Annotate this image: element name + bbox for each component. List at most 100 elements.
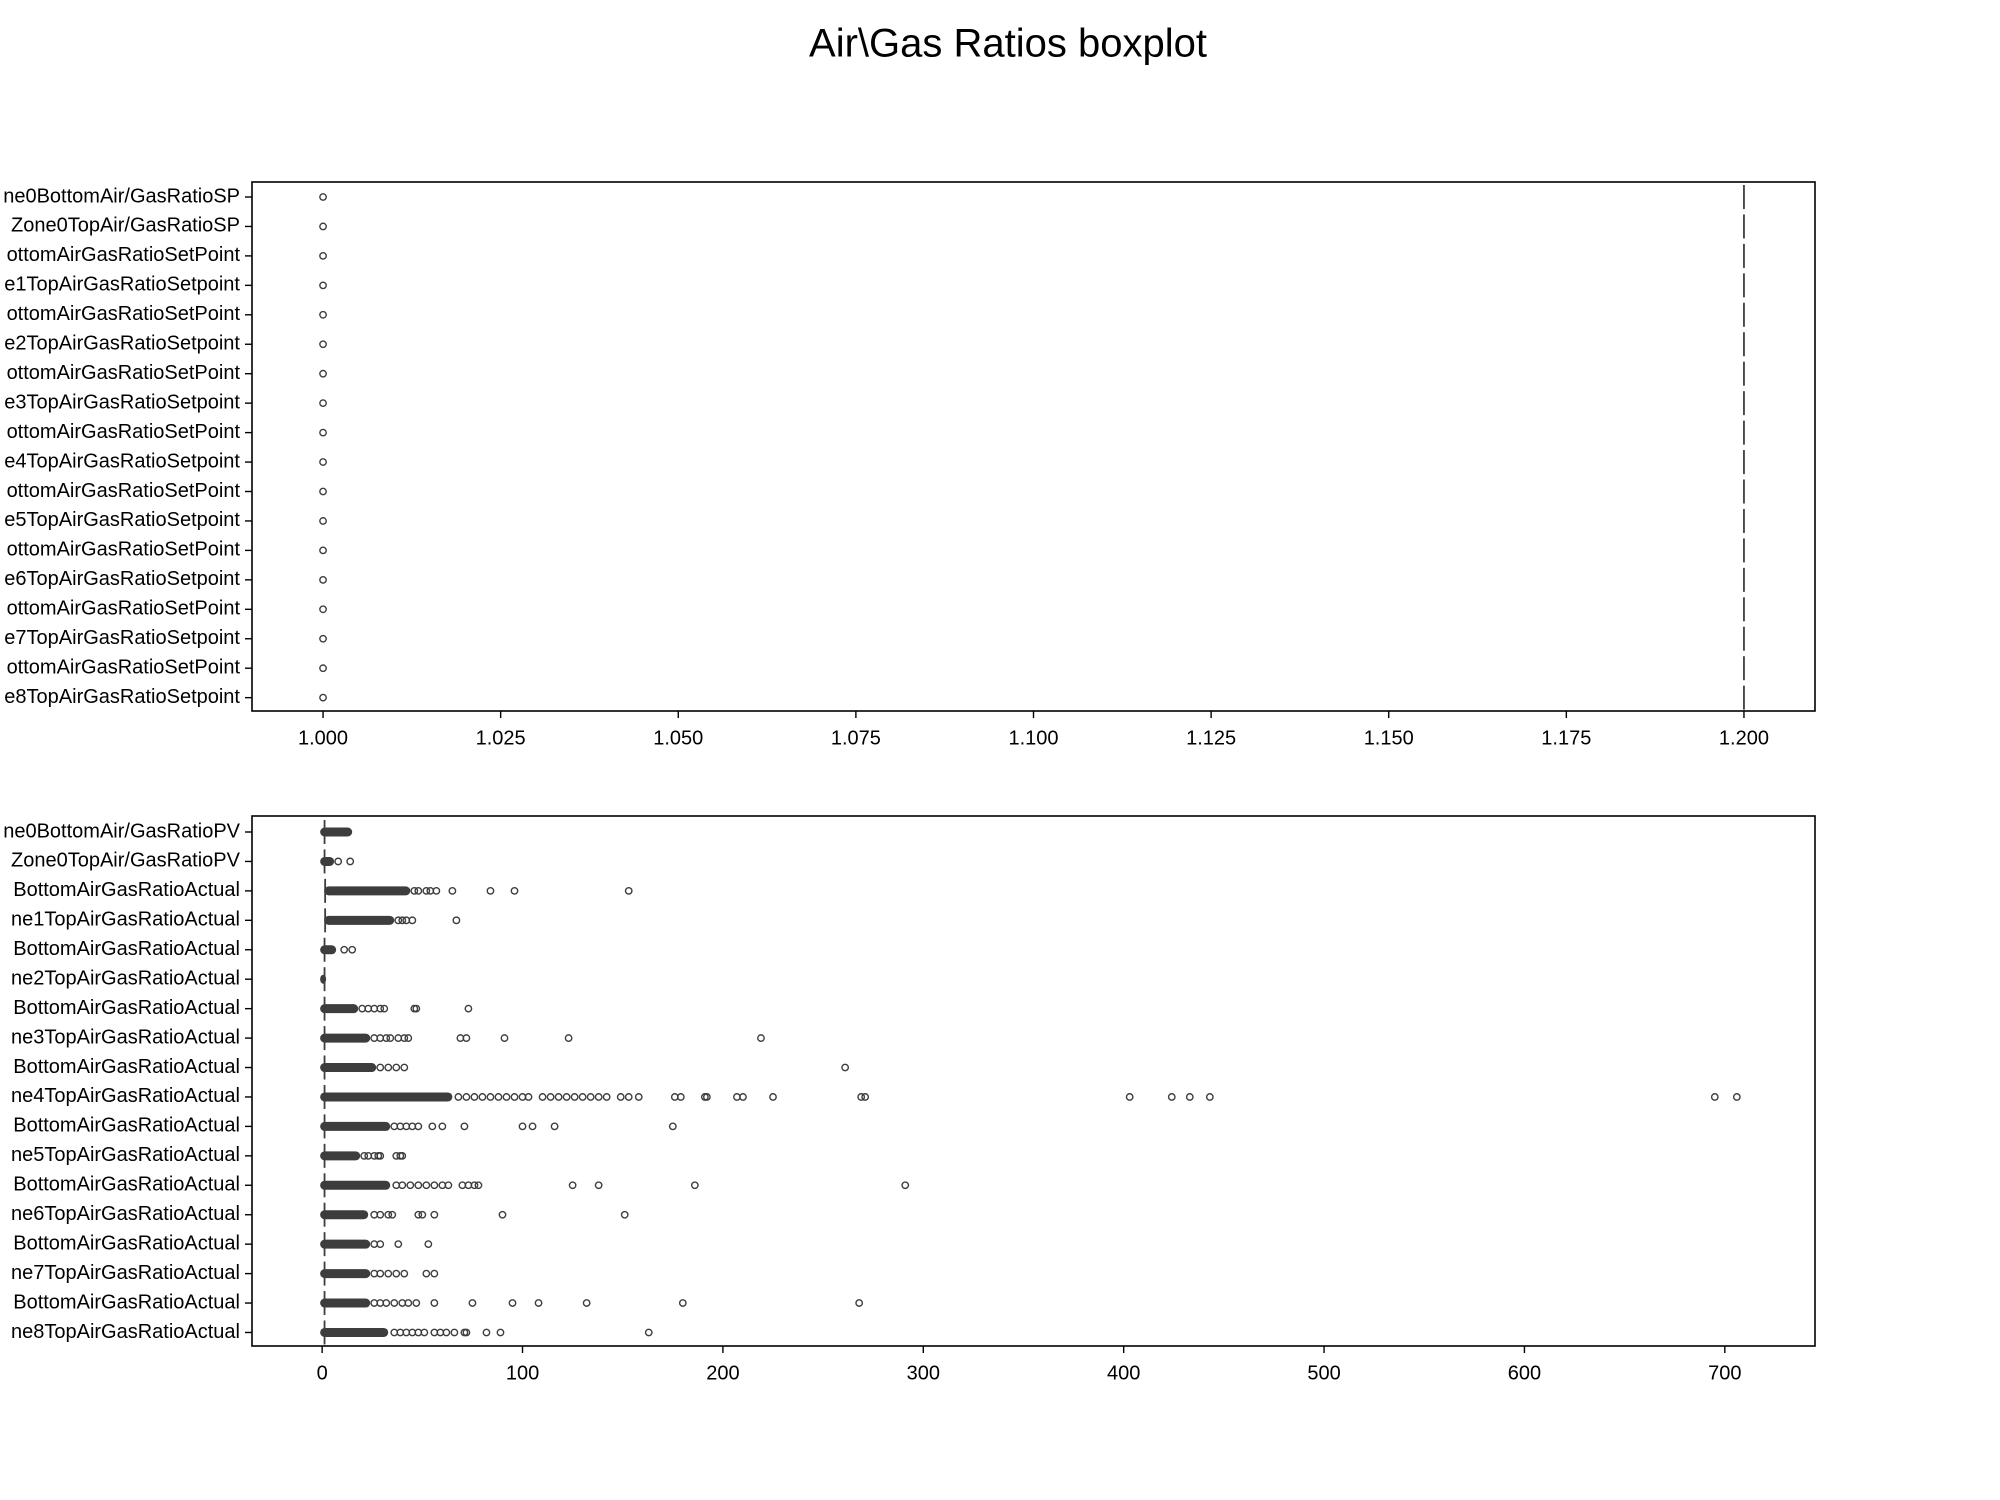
outlier-point <box>382 1299 391 1307</box>
outlier-point <box>861 1093 870 1101</box>
outlier-point <box>422 1181 431 1190</box>
outlier-point <box>510 1093 519 1101</box>
outlier-point <box>432 886 441 895</box>
outlier-point <box>538 1093 547 1101</box>
outlier-point <box>414 1210 423 1219</box>
boxplot-row <box>319 273 1745 298</box>
outlier-point <box>400 1034 409 1042</box>
boxplot-row <box>320 1055 850 1080</box>
y-tick-label: e2TopAirGasRatioSetpoint <box>4 333 240 355</box>
outlier-point <box>319 428 327 437</box>
x-tick-label: 1.050 <box>653 728 703 750</box>
outlier-point <box>568 1181 577 1190</box>
x-tick-label: 1.100 <box>1008 728 1058 750</box>
outlier-point <box>857 1093 866 1101</box>
outlier-point <box>388 1210 397 1219</box>
boxplot-row <box>320 1084 1741 1109</box>
x-tick-label: 1.075 <box>831 728 881 750</box>
outlier-point <box>462 1328 471 1337</box>
outlier-point <box>594 1093 603 1101</box>
outlier-point <box>578 1093 587 1101</box>
dense-outlier-cluster <box>324 886 411 896</box>
y-tick-label: e7TopAirGasRatioSetpoint <box>4 627 240 649</box>
boxplot-row <box>319 185 1745 209</box>
outlier-point <box>376 1004 385 1013</box>
outlier-point <box>400 1269 409 1278</box>
outlier-point <box>346 857 355 866</box>
boxplot-row <box>319 302 1745 327</box>
y-tick-label: ottomAirGasRatioSetPoint <box>7 656 241 678</box>
x-tick-label: 1.025 <box>476 728 526 750</box>
outlier-point <box>620 1210 629 1219</box>
x-tick-label: 1.150 <box>1364 728 1414 750</box>
dense-outlier-cluster <box>320 856 335 866</box>
outlier-point <box>334 857 343 866</box>
outlier-point <box>901 1181 910 1190</box>
outlier-point <box>464 1004 473 1013</box>
outlier-point <box>524 1093 533 1101</box>
outlier-point <box>412 1004 421 1013</box>
outlier-point <box>498 1210 507 1219</box>
boxplot-row <box>320 849 355 874</box>
outlier-point <box>678 1299 687 1307</box>
outlier-point <box>319 222 327 231</box>
y-tick-label: BottomAirGasRatioActual <box>13 1056 240 1078</box>
outlier-point <box>340 945 349 954</box>
axes-frame <box>251 815 1816 1347</box>
boxplot-row <box>319 626 1745 651</box>
figure-title: Air\Gas Ratios boxplot <box>809 22 1207 66</box>
outlier-point <box>319 310 327 319</box>
outlier-point <box>546 1093 555 1101</box>
outlier-point <box>739 1093 747 1101</box>
y-tick-label: ne5TopAirGasRatioActual <box>11 1144 240 1166</box>
boxplot-row <box>320 820 353 844</box>
outlier-point <box>404 1299 413 1307</box>
setpoint-boxplot-panel: 1.000 1.025 1.050 1.075 1.100 1.125 1.150 1.175… <box>3 181 1816 750</box>
boxplot-row <box>319 656 1745 681</box>
outlier-point <box>855 1299 864 1307</box>
outlier-point <box>319 369 327 378</box>
boxplot-row <box>319 685 1745 710</box>
y-tick-label: BottomAirGasRatioActual <box>13 1291 240 1313</box>
dense-outlier-cluster <box>324 915 395 925</box>
outlier-point <box>376 1063 385 1072</box>
outlier-point <box>634 1093 643 1101</box>
boxplot-row <box>319 332 1745 357</box>
boxplot-row <box>319 479 1745 504</box>
dense-outlier-cluster <box>320 945 337 955</box>
x-tick-label: 1.175 <box>1541 728 1591 750</box>
x-tick-label: 0 <box>317 1363 328 1385</box>
outlier-point <box>424 1240 433 1249</box>
outlier-point <box>418 1210 427 1219</box>
outlier-point <box>430 1210 439 1219</box>
outlier-point <box>422 886 431 895</box>
outlier-point <box>319 399 327 408</box>
y-tick-label: ne3TopAirGasRatioActual <box>11 1026 240 1048</box>
outlier-point <box>528 1122 537 1131</box>
boxplot-row <box>320 1291 864 1316</box>
outlier-point <box>494 1093 503 1101</box>
dense-outlier-cluster <box>320 1033 371 1043</box>
outlier-point <box>602 1093 611 1101</box>
outlier-point <box>430 1299 439 1307</box>
y-tick-label: ottomAirGasRatioSetPoint <box>7 421 241 443</box>
y-tick-label: ottomAirGasRatioSetPoint <box>7 303 241 325</box>
outlier-point <box>319 487 327 496</box>
outlier-point <box>841 1063 850 1072</box>
y-tick-label: BottomAirGasRatioActual <box>13 1232 240 1254</box>
outlier-point <box>624 1093 633 1101</box>
y-tick-label: Zone0TopAir/GasRatioSP <box>11 215 240 237</box>
x-tick-label: 1.000 <box>298 728 348 750</box>
boxplot-row <box>319 508 1745 533</box>
outlier-point <box>319 634 327 643</box>
boxplot-row <box>319 214 1745 239</box>
outlier-point <box>422 1269 431 1278</box>
y-tick-label: ne2TopAirGasRatioActual <box>11 967 240 989</box>
boxplot-row <box>320 967 327 992</box>
outlier-point <box>360 1151 369 1160</box>
outlier-point <box>644 1328 653 1337</box>
y-tick-label: BottomAirGasRatioActual <box>13 997 240 1019</box>
outlier-point <box>398 916 407 925</box>
outlier-point <box>420 1328 429 1337</box>
